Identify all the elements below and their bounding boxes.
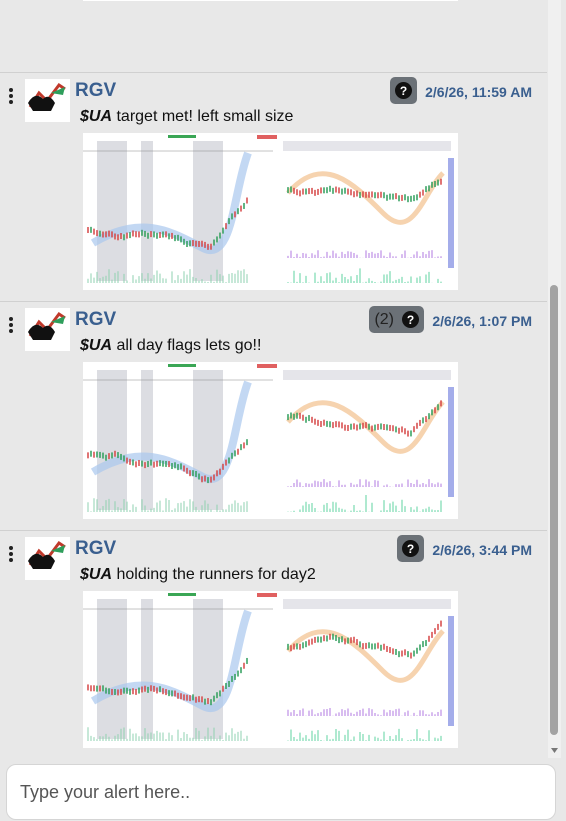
input-placeholder: Type your alert here.. xyxy=(20,782,191,802)
timestamp: 2/6/26, 11:59 AM xyxy=(425,84,532,100)
post: RGV? 2/6/26, 3:44 PM $UA holding the runne… xyxy=(0,530,547,758)
screenshot-detail xyxy=(193,599,223,739)
screenshot-detail xyxy=(90,609,252,712)
screenshot-detail xyxy=(83,591,458,748)
screenshot-detail xyxy=(83,362,458,519)
username: RGV xyxy=(75,538,117,559)
message: $UA holding the runners for day2 xyxy=(80,566,316,584)
chart-screenshot xyxy=(83,362,458,519)
screenshot-detail xyxy=(90,151,252,254)
screenshot-detail xyxy=(168,593,196,596)
screenshot-detail xyxy=(257,593,277,597)
screenshot-detail xyxy=(257,364,277,368)
reply-count: (2) xyxy=(374,310,394,328)
scroll-arrow[interactable] xyxy=(548,745,561,755)
timestamp: 2/6/26, 1:07 PM xyxy=(432,313,532,329)
screenshot-detail xyxy=(97,141,127,281)
screenshot-detail xyxy=(448,158,454,268)
screenshot-detail xyxy=(141,370,153,510)
screenshot-detail xyxy=(286,400,445,454)
username: RGV xyxy=(75,309,117,330)
screenshot-detail xyxy=(141,599,153,739)
avatar xyxy=(25,537,70,580)
screenshot-detail xyxy=(90,380,252,483)
post: RGV (2)? 2/6/26, 1:07 PM $UA all day flags … xyxy=(0,301,547,531)
alert-input[interactable]: Type your alert here.. xyxy=(6,764,556,820)
screenshot-detail xyxy=(97,370,127,510)
screenshot-detail xyxy=(286,171,445,225)
post: RGV? 2/6/26, 11:59 AM $UA target met! left… xyxy=(0,72,547,302)
screenshot-detail xyxy=(168,135,196,138)
avatar xyxy=(25,79,70,122)
feed: RGV? 2/6/26, 11:59 AM $UA target met! left… xyxy=(0,0,547,758)
chart-screenshot xyxy=(83,591,458,748)
ticker: $UA xyxy=(80,566,113,583)
screenshot-detail xyxy=(257,135,277,139)
screenshot-detail xyxy=(286,629,445,683)
message-text: holding the runners for day2 xyxy=(116,566,316,583)
badge[interactable]: ? xyxy=(397,535,424,562)
menu-button[interactable] xyxy=(9,88,13,106)
badge[interactable]: ? xyxy=(390,77,417,104)
screenshot-detail xyxy=(168,364,196,367)
ticker: $UA xyxy=(80,337,113,354)
help-icon: ? xyxy=(402,311,419,328)
ticker: $UA xyxy=(80,108,113,125)
chart-screenshot xyxy=(83,0,458,1)
screenshot-detail xyxy=(97,599,127,739)
scroll-thumb[interactable] xyxy=(550,285,558,735)
avatar xyxy=(25,308,70,351)
screenshot-detail xyxy=(193,370,223,510)
screenshot-detail xyxy=(83,133,458,290)
screenshot-detail xyxy=(283,599,451,609)
chart-screenshot xyxy=(83,133,458,290)
post xyxy=(0,0,547,73)
message-text: all day flags lets go!! xyxy=(116,337,262,354)
screenshot-detail xyxy=(283,370,451,380)
message: $UA target met! left small size xyxy=(80,108,293,126)
help-icon: ? xyxy=(402,540,419,557)
message: $UA all day flags lets go!! xyxy=(80,337,261,355)
help-icon: ? xyxy=(395,82,412,99)
screenshot-detail xyxy=(193,141,223,281)
message-text: target met! left small size xyxy=(116,108,294,125)
scrollbar[interactable] xyxy=(548,0,561,758)
screenshot-detail xyxy=(83,0,458,1)
screenshot-detail xyxy=(448,387,454,497)
badge[interactable]: (2)? xyxy=(369,306,424,333)
username: RGV xyxy=(75,80,117,101)
timestamp: 2/6/26, 3:44 PM xyxy=(432,542,532,558)
menu-button[interactable] xyxy=(9,317,13,335)
screenshot-detail xyxy=(283,141,451,151)
screenshot-detail xyxy=(448,616,454,726)
screenshot-detail xyxy=(141,141,153,281)
menu-button[interactable] xyxy=(9,546,13,564)
